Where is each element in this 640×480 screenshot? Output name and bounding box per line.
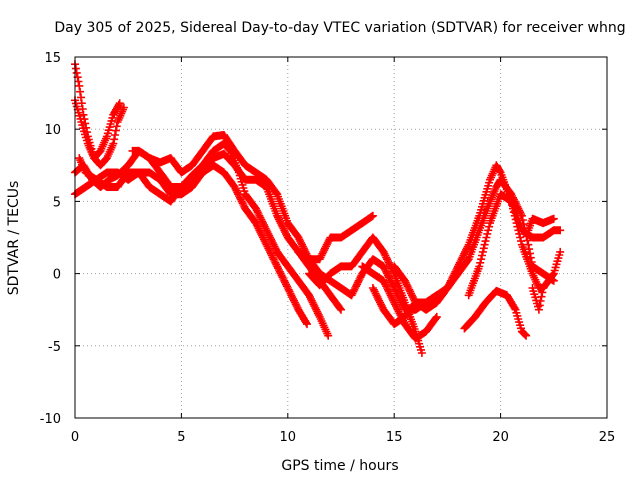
axes: [74, 56, 608, 419]
series-trace-15: [528, 247, 565, 314]
tick-labels: 0 5 10 15 20 25 -10 -5 0 5 10 15: [40, 51, 616, 445]
data-point-markers: [294, 211, 377, 264]
x-tick-label: 0: [71, 430, 79, 445]
grid: [75, 57, 607, 418]
series-trace-14: [524, 214, 558, 235]
series-trace-9: [358, 262, 441, 343]
x-tick-label: 10: [280, 430, 297, 445]
x-tick-label: 20: [492, 430, 509, 445]
data-point-markers: [460, 286, 531, 340]
y-tick-label: 10: [44, 123, 61, 138]
x-tick-label: 25: [599, 430, 616, 445]
y-tick-label: 15: [44, 51, 61, 66]
series-trace-6: [128, 131, 441, 314]
series-trace-13: [460, 286, 531, 340]
y-axis-label: SDTVAR / TECUs: [6, 181, 22, 296]
data-point-markers: [464, 190, 548, 300]
data-markers: [71, 60, 565, 357]
data-point-markers: [75, 149, 345, 314]
data-point-markers: [358, 262, 441, 343]
y-tick-label: 0: [53, 268, 61, 283]
y-tick-label: 5: [53, 195, 61, 210]
chart-title: Day 305 of 2025, Sidereal Day-to-day VTE…: [54, 20, 625, 36]
y-tick-label: -5: [48, 340, 61, 355]
data-point-markers: [524, 214, 558, 235]
series-trace-7: [294, 211, 377, 264]
series-trace-11: [390, 161, 565, 314]
series-trace-5: [75, 149, 345, 314]
x-axis-label: GPS time / hours: [281, 458, 398, 474]
x-tick-label: 15: [386, 430, 403, 445]
plot-frame: [74, 56, 608, 419]
series-trace-12: [464, 190, 548, 300]
data-point-markers: [390, 161, 565, 314]
data-point-markers: [528, 247, 565, 314]
x-tick-label: 5: [177, 430, 185, 445]
data-point-markers: [128, 131, 441, 314]
y-tick-label: -10: [40, 412, 61, 427]
